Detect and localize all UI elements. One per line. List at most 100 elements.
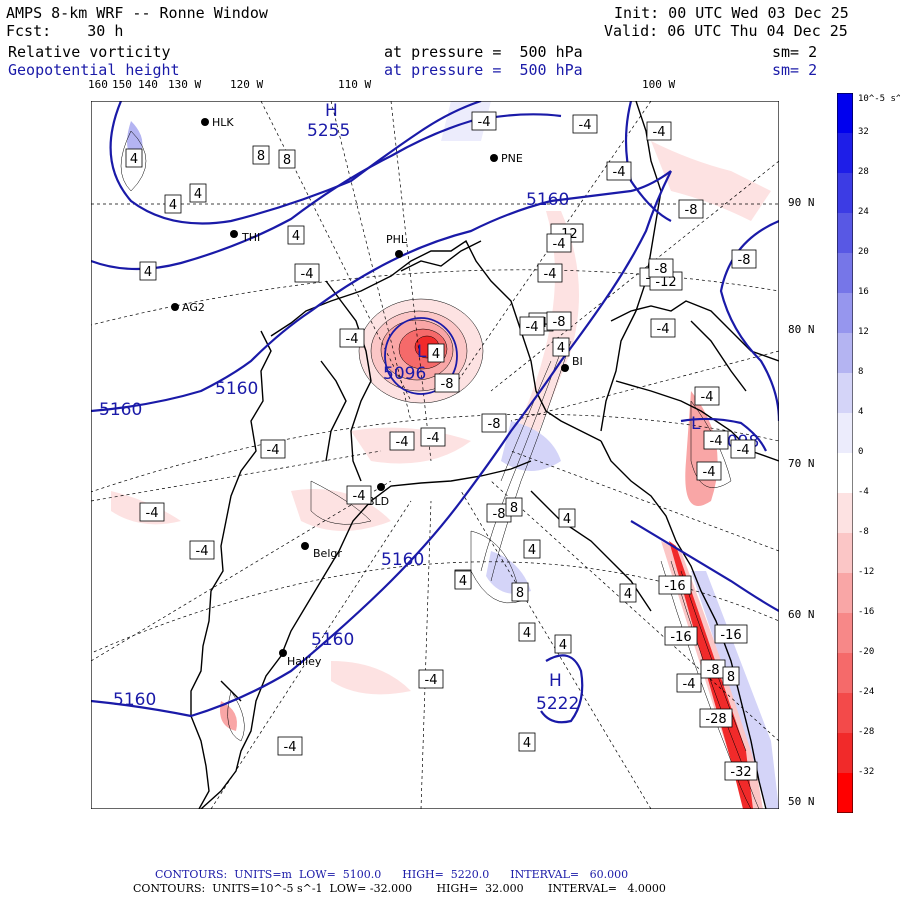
colorbar-tick-label: 4 (858, 407, 864, 417)
vorticity-label: 4 (427, 343, 445, 363)
init-time: Init: 00 UTC Wed 03 Dec 25 (614, 4, 849, 22)
svg-text:8: 8 (510, 501, 518, 516)
svg-text:-4: -4 (701, 390, 714, 405)
graticule (91, 101, 779, 809)
lat-label: 80 N (788, 323, 815, 336)
vorticity-label: -8 (648, 258, 674, 278)
vorticity-shade (441, 101, 491, 141)
colorbar-band (837, 333, 853, 374)
vorticity-label: 4 (125, 148, 143, 168)
colorbar-tick-label: -32 (858, 767, 875, 777)
vorticity-label: 8 (511, 582, 529, 602)
svg-text:-4: -4 (683, 677, 696, 692)
svg-text:-4: -4 (284, 740, 297, 755)
vorticity-label: -4 (260, 439, 286, 459)
svg-text:-4: -4 (613, 165, 626, 180)
vorticity-label: -4 (694, 386, 720, 406)
svg-text:-4: -4 (579, 118, 592, 133)
colorbar-tick-label: -16 (858, 607, 875, 617)
colorbar-band (837, 373, 853, 414)
svg-text:-12: -12 (655, 275, 676, 290)
station-label: Halley (287, 655, 322, 668)
vorticity-label: 4 (554, 634, 572, 654)
svg-text:4: 4 (523, 626, 531, 641)
vorticity-label: -4 (537, 263, 563, 283)
svg-text:-4: -4 (657, 322, 670, 337)
vorticity-label: -32 (724, 761, 758, 781)
vorticity-label: -4 (418, 669, 444, 689)
svg-text:-4: -4 (553, 237, 566, 252)
height-label: 5160 (381, 550, 424, 570)
station-label: PHL (386, 233, 408, 246)
forecast-hour: Fcst: 30 h (6, 22, 124, 40)
lon-label: 140 (138, 78, 158, 91)
vorticity-labels: 4444884-4-4-4-4-4-4-8-12-8-8-4-4-4-8-8-4… (125, 111, 758, 781)
vorticity-label: -4 (676, 673, 702, 693)
vorticity-label: -4 (139, 502, 165, 522)
svg-text:4: 4 (559, 638, 567, 653)
stations (171, 118, 569, 657)
lon-label: 130 W (168, 78, 202, 91)
station-label: HLK (212, 116, 234, 129)
height-label: 5160 (113, 690, 156, 710)
colorbar-band (837, 573, 853, 614)
vorticity-label: -4 (572, 114, 598, 134)
vorticity-label: -4 (546, 233, 572, 253)
vorticity-shade (691, 571, 779, 809)
vorticity-label: -4 (696, 461, 722, 481)
vorticity-label: -4 (189, 540, 215, 560)
svg-text:-16: -16 (720, 628, 741, 643)
center-marker: L (691, 414, 701, 434)
svg-text:4: 4 (557, 341, 565, 356)
vorticity-label: -16 (658, 575, 692, 595)
svg-text:-4: -4 (425, 673, 438, 688)
svg-text:4: 4 (459, 574, 467, 589)
svg-text:-8: -8 (738, 253, 751, 268)
svg-text:-4: -4 (427, 431, 440, 446)
vorticity-shade (501, 421, 561, 471)
svg-text:8: 8 (516, 586, 524, 601)
vorticity-label: -8 (486, 503, 512, 523)
field1-name: Relative vorticity (8, 43, 171, 61)
vorticity-label: -4 (339, 328, 365, 348)
vorticity-label: -4 (650, 318, 676, 338)
vorticity-label: -4 (346, 485, 372, 505)
vorticity-label: 4 (518, 622, 536, 642)
vorticity-label: -8 (678, 199, 704, 219)
svg-text:4: 4 (432, 347, 440, 362)
svg-text:-4: -4 (346, 332, 359, 347)
svg-text:-8: -8 (685, 203, 698, 218)
vorticity-label: -28 (699, 708, 733, 728)
svg-text:-4: -4 (301, 267, 314, 282)
vorticity-label: -4 (646, 121, 672, 141)
svg-text:-8: -8 (493, 507, 506, 522)
colorbar-tick-label: -20 (858, 647, 875, 657)
station-label: BLD (367, 495, 389, 508)
model-title: AMPS 8-km WRF -- Ronne Window (6, 4, 268, 22)
colorbar-tick-label: -12 (858, 567, 875, 577)
field1-sm: sm= 2 (772, 43, 818, 61)
svg-text:-16: -16 (664, 579, 685, 594)
svg-text:-4: -4 (396, 435, 409, 450)
height-label: 5160 (526, 190, 569, 210)
svg-text:-4: -4 (353, 489, 366, 504)
height-label: 5096 (383, 364, 426, 384)
vorticity-label: -16 (664, 626, 698, 646)
svg-text:4: 4 (130, 152, 138, 167)
height-label: 5160 (215, 379, 258, 399)
vorticity-label: -4 (730, 439, 756, 459)
colorbar-band (837, 253, 853, 294)
vorticity-label: 8 (722, 666, 740, 686)
svg-text:-28: -28 (705, 712, 726, 727)
svg-text:-16: -16 (670, 630, 691, 645)
lat-label: 90 N (788, 196, 815, 209)
valid-time: Valid: 06 UTC Thu 04 Dec 25 (604, 22, 848, 40)
vorticity-label: 4 (552, 337, 570, 357)
vorticity-label: 4 (518, 732, 536, 752)
vorticity-shade (331, 661, 411, 695)
svg-text:8: 8 (727, 670, 735, 685)
svg-text:4: 4 (169, 198, 177, 213)
height-label: 5160 (311, 630, 354, 650)
svg-text:4: 4 (528, 543, 536, 558)
station-label: Belgr (313, 547, 342, 560)
